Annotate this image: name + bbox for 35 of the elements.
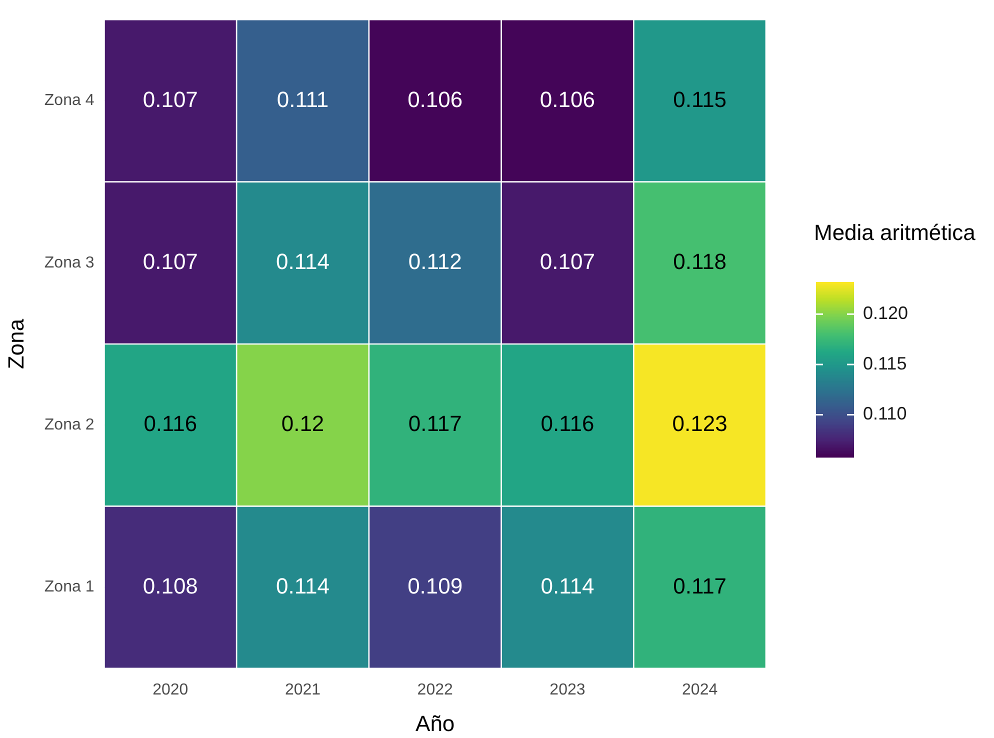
color-bar-label: 0.120 xyxy=(863,303,908,324)
data-label: 0.123 xyxy=(672,411,728,436)
data-label: 0.107 xyxy=(142,248,198,274)
data-label: 0.107 xyxy=(540,248,595,274)
data-label: 0.106 xyxy=(408,86,463,112)
x-tick-label: 2023 xyxy=(550,681,586,698)
data-label: 0.117 xyxy=(408,411,462,436)
data-label: 0.115 xyxy=(673,86,727,112)
data-label: 0.112 xyxy=(408,248,462,274)
x-axis-title: Año xyxy=(416,710,455,736)
color-bar-label: 0.115 xyxy=(863,353,907,374)
y-tick-label: Zona 4 xyxy=(44,92,94,110)
data-label: 0.114 xyxy=(540,573,594,598)
color-bar-label: 0.110 xyxy=(863,404,907,424)
x-tick-label: 2021 xyxy=(284,681,321,698)
x-tick-label: 2024 xyxy=(682,681,718,698)
x-tick-label: 2022 xyxy=(417,681,454,698)
data-label: 0.116 xyxy=(144,411,198,436)
data-label: 0.108 xyxy=(142,573,198,598)
color-bar-title: Media aritmética xyxy=(814,220,976,245)
data-label: 0.106 xyxy=(540,86,595,112)
data-label: 0.117 xyxy=(673,573,727,598)
data-label: 0.107 xyxy=(142,86,198,112)
data-label: 0.111 xyxy=(276,86,329,112)
data-label: 0.116 xyxy=(540,411,594,436)
y-tick-label: Zona 1 xyxy=(44,578,94,596)
data-label: 0.114 xyxy=(276,248,330,274)
y-tick-label: Zona 2 xyxy=(44,416,94,434)
y-axis-title: Zona xyxy=(3,318,28,370)
data-label: 0.109 xyxy=(408,573,463,598)
data-label: 0.12 xyxy=(281,411,324,436)
data-label: 0.118 xyxy=(673,248,727,274)
data-label: 0.114 xyxy=(276,573,330,598)
x-tick-label: 2020 xyxy=(152,681,188,698)
y-tick-label: Zona 3 xyxy=(44,254,94,272)
